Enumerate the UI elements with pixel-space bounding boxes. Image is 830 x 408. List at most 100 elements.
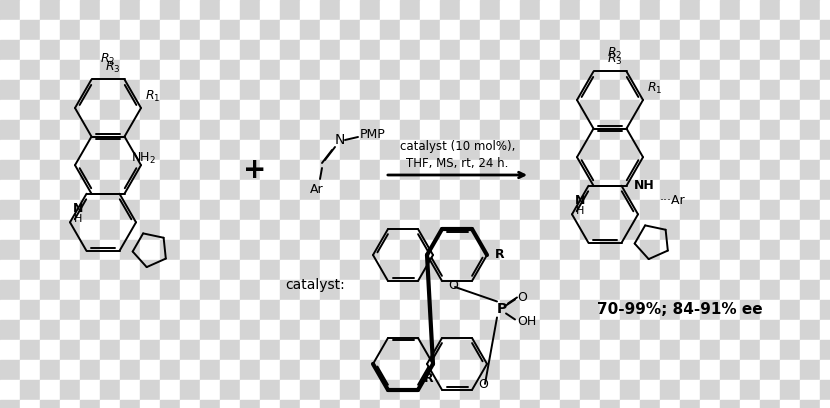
Bar	[240, 320, 260, 340]
Bar	[180, 260, 200, 280]
Text: N: N	[334, 133, 345, 147]
Bar	[820, 380, 830, 400]
Bar	[120, 220, 140, 240]
Bar	[40, 100, 60, 120]
Bar	[0, 80, 20, 100]
Bar	[40, 20, 60, 40]
Bar	[580, 0, 600, 20]
Bar	[160, 300, 180, 320]
Bar	[640, 160, 660, 180]
Bar	[480, 300, 500, 320]
Bar	[260, 320, 280, 340]
Bar	[100, 240, 120, 260]
Bar	[220, 260, 240, 280]
Bar	[280, 40, 300, 60]
Bar	[200, 340, 220, 360]
Bar	[480, 280, 500, 300]
Bar	[340, 300, 360, 320]
Bar	[340, 340, 360, 360]
Bar	[20, 80, 40, 100]
Bar	[0, 20, 20, 40]
Bar	[360, 160, 380, 180]
Bar	[40, 200, 60, 220]
Bar	[600, 160, 620, 180]
Bar	[500, 100, 520, 120]
Bar	[420, 120, 440, 140]
Bar	[740, 260, 760, 280]
Bar	[60, 280, 80, 300]
Bar	[420, 340, 440, 360]
Bar	[640, 60, 660, 80]
Bar	[660, 260, 680, 280]
Bar	[640, 220, 660, 240]
Bar	[620, 300, 640, 320]
Bar	[320, 220, 340, 240]
Bar	[320, 140, 340, 160]
Bar	[140, 80, 160, 100]
Bar	[440, 260, 460, 280]
Bar	[40, 400, 60, 408]
Bar	[480, 260, 500, 280]
Bar	[180, 280, 200, 300]
Bar	[600, 40, 620, 60]
Bar	[40, 360, 60, 380]
Bar	[300, 320, 320, 340]
Bar	[440, 160, 460, 180]
Text: $R_2$: $R_2$	[608, 46, 622, 61]
Bar	[520, 260, 540, 280]
Bar	[460, 180, 480, 200]
Bar	[460, 280, 480, 300]
Bar	[520, 340, 540, 360]
Bar	[400, 220, 420, 240]
Bar	[300, 160, 320, 180]
Bar	[500, 140, 520, 160]
Bar	[180, 200, 200, 220]
Bar	[100, 40, 120, 60]
Bar	[180, 340, 200, 360]
Bar	[280, 60, 300, 80]
Bar	[780, 220, 800, 240]
Bar	[400, 0, 420, 20]
Bar	[180, 300, 200, 320]
Bar	[460, 120, 480, 140]
Bar	[180, 20, 200, 40]
Bar	[220, 120, 240, 140]
Bar	[660, 100, 680, 120]
Bar	[700, 360, 720, 380]
Bar	[780, 200, 800, 220]
Bar	[800, 200, 820, 220]
Bar	[760, 320, 780, 340]
Bar	[80, 300, 100, 320]
Bar	[180, 380, 200, 400]
Bar	[200, 360, 220, 380]
Bar	[620, 100, 640, 120]
Bar	[60, 220, 80, 240]
Bar	[80, 320, 100, 340]
Bar	[820, 60, 830, 80]
Bar	[800, 400, 820, 408]
Bar	[820, 0, 830, 20]
Bar	[620, 40, 640, 60]
Bar	[440, 120, 460, 140]
Bar	[280, 400, 300, 408]
Text: $R_3$: $R_3$	[607, 52, 622, 67]
Bar	[780, 240, 800, 260]
Bar	[300, 200, 320, 220]
Bar	[680, 80, 700, 100]
Bar	[600, 100, 620, 120]
Bar	[440, 400, 460, 408]
Bar	[720, 40, 740, 60]
Bar	[700, 140, 720, 160]
Bar	[40, 120, 60, 140]
Bar	[180, 60, 200, 80]
Bar	[320, 200, 340, 220]
Bar	[640, 200, 660, 220]
Bar	[440, 280, 460, 300]
Text: N: N	[575, 194, 586, 207]
Bar	[40, 300, 60, 320]
Bar	[560, 240, 580, 260]
Bar	[380, 60, 400, 80]
Bar	[60, 160, 80, 180]
Bar	[340, 400, 360, 408]
Bar	[140, 180, 160, 200]
